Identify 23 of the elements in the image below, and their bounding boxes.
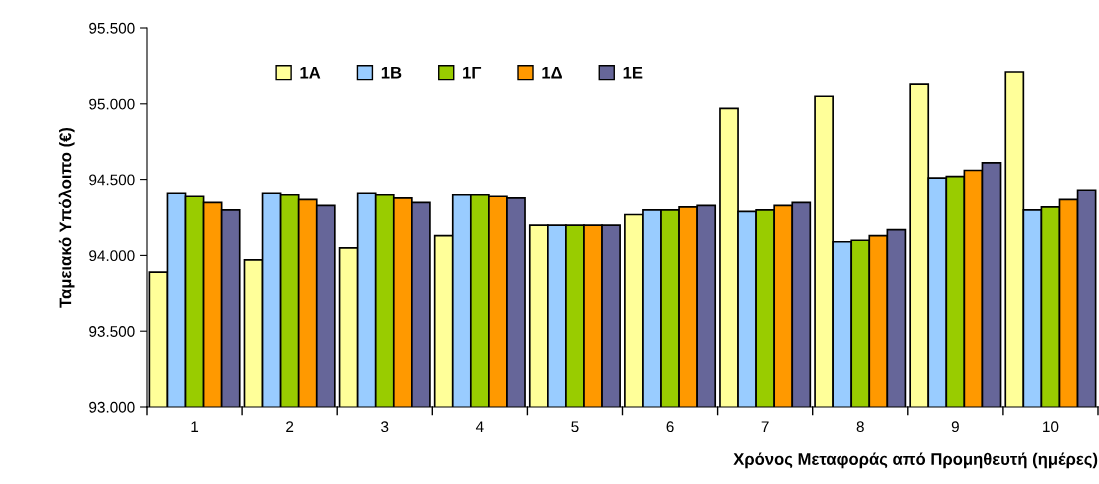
x-tick-label: 3 bbox=[381, 421, 389, 433]
legend-label: 1E bbox=[623, 66, 643, 79]
x-tick-label: 1 bbox=[191, 421, 199, 432]
y-tick-label: 95.500 bbox=[89, 22, 135, 34]
legend-label: 1B bbox=[381, 66, 402, 79]
y-tick-label: 95.000 bbox=[89, 98, 135, 110]
x-tick-label: 4 bbox=[475, 421, 484, 432]
y-axis-title: Ταμειακό Υπόλοιπο (€) bbox=[58, 127, 75, 308]
x-tick-label: 2 bbox=[286, 421, 294, 432]
y-tick-label: 93.500 bbox=[89, 326, 135, 337]
legend-label: 1Δ bbox=[542, 66, 562, 79]
x-tick-label: 5 bbox=[571, 421, 579, 433]
x-axis-title: Χρόνος Μεταφοράς από Προμηθευτή (ημέρες) bbox=[733, 452, 1098, 469]
x-tick-label: 10 bbox=[1043, 421, 1059, 433]
y-tick-label: 94.500 bbox=[89, 174, 135, 186]
y-tick-label: 94.000 bbox=[89, 250, 135, 262]
x-tick-label: 7 bbox=[761, 421, 769, 432]
legend-label: 1Γ bbox=[463, 66, 482, 79]
x-tick-label: 6 bbox=[666, 421, 674, 433]
x-tick-label: 8 bbox=[856, 421, 864, 433]
y-tick-label: 93.000 bbox=[89, 401, 135, 413]
x-tick-label: 9 bbox=[951, 421, 959, 433]
legend-label: 1A bbox=[300, 66, 321, 79]
